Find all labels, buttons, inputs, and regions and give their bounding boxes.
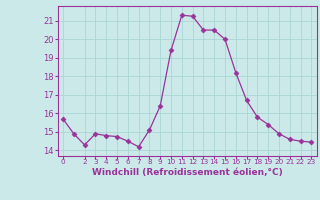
- X-axis label: Windchill (Refroidissement éolien,°C): Windchill (Refroidissement éolien,°C): [92, 168, 283, 177]
